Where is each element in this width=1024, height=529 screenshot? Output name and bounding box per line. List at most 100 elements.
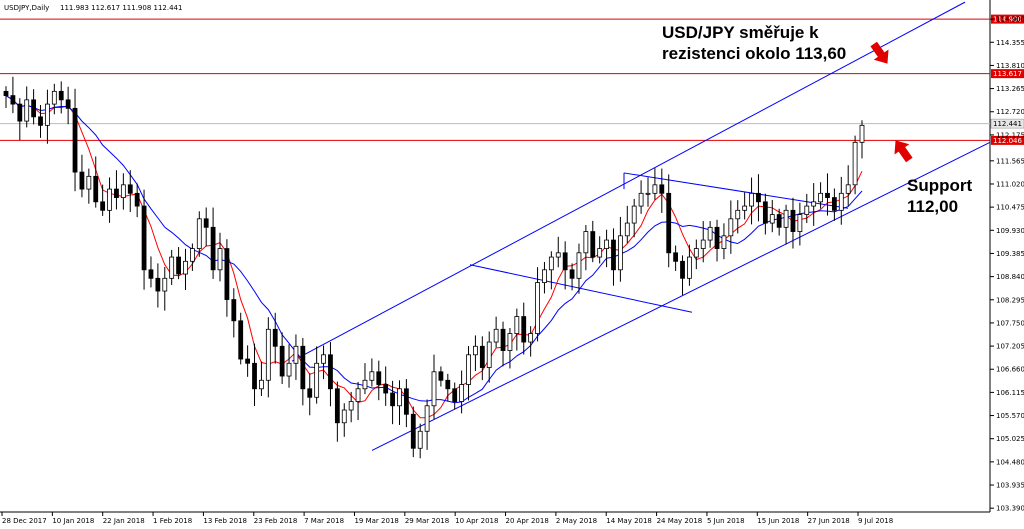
candle-bear (831, 197, 837, 211)
candle-bull (321, 354, 326, 364)
candle-bull (797, 214, 803, 232)
support-arrow-up (894, 140, 913, 163)
candle-bull (466, 354, 471, 385)
candle-bear (403, 388, 409, 415)
x-tick-label: 20 Apr 2018 (506, 517, 549, 525)
y-tick-label: 105.025 (996, 435, 1024, 443)
x-tick-label: 2 May 2018 (556, 517, 597, 525)
candle-bear (31, 99, 37, 118)
current-price-label: 112.441 (993, 120, 1022, 128)
y-tick-label: 110.475 (996, 204, 1024, 212)
channel-line (371, 141, 991, 451)
candle-bull (259, 379, 264, 390)
candle-bull (431, 371, 437, 407)
candle-bear (176, 256, 181, 275)
candle-bull (769, 214, 775, 224)
y-tick-label: 105.570 (996, 412, 1024, 420)
x-tick-label: 27 Jun 2018 (808, 517, 850, 525)
candles-layer (3, 76, 865, 459)
candle-bull (286, 362, 292, 377)
candle-bear (141, 205, 147, 271)
y-tick-label: 113.810 (996, 62, 1024, 70)
candle-bull (507, 333, 513, 351)
candle-bear (334, 388, 340, 424)
candle-bull (348, 401, 354, 411)
candle-bear (300, 345, 306, 390)
candle-bear (307, 388, 313, 398)
x-tick-label: 14 May 2018 (606, 517, 652, 525)
candle-bear (224, 248, 230, 300)
channel-line (469, 264, 693, 313)
candle-bull (859, 124, 865, 143)
candle-bear (590, 231, 596, 258)
y-tick-label: 104.480 (996, 458, 1024, 466)
candle-bull (51, 90, 57, 105)
level-label-box (991, 14, 1024, 24)
level-label: 113.617 (993, 70, 1022, 78)
ohlc-label: 111.983 112.617 111.908 112.441 (60, 4, 182, 12)
candle-bull (86, 175, 92, 190)
x-tick-label: 7 Mar 2018 (304, 517, 344, 525)
y-tick-label: 111.565 (996, 157, 1024, 165)
candle-bear (756, 192, 761, 203)
candle-bull (473, 345, 478, 356)
x-tick-label: 10 Apr 2018 (455, 517, 498, 525)
symbol-label: USDJPY,Daily (4, 4, 49, 12)
x-tick-label: 1 Feb 2018 (153, 517, 192, 525)
candle-bull (631, 205, 637, 224)
x-tick-label: 10 Jan 2018 (52, 517, 94, 525)
candle-bear (410, 413, 416, 449)
candle-bull (804, 205, 810, 215)
level-label: 114.900 (993, 16, 1022, 24)
channel-line (291, 1, 966, 362)
frame-layer (0, 0, 991, 513)
level-label: 112.046 (993, 137, 1022, 145)
candle-bull (811, 201, 817, 207)
candle-bear (714, 226, 720, 249)
candle-bull (645, 192, 651, 195)
candle-bull (183, 260, 188, 275)
candle-bear (659, 184, 665, 194)
arrow-shape (894, 140, 913, 163)
candle-bear (479, 345, 485, 368)
candle-bear (203, 218, 209, 228)
candle-bear (17, 103, 23, 122)
candle-bull (700, 239, 706, 249)
candle-bull (818, 192, 823, 203)
current-price-box (990, 118, 1024, 129)
candle-bull (486, 341, 492, 368)
candle-bear (383, 384, 389, 394)
y-tick-label: 108.840 (996, 273, 1024, 281)
level-label-box (991, 135, 1024, 145)
candle-bull (707, 226, 713, 241)
candle-bear (680, 260, 685, 279)
candle-bull (845, 184, 851, 194)
candle-bull (45, 103, 50, 126)
candle-bear (93, 175, 99, 203)
y-tick-label: 114.355 (996, 39, 1024, 47)
candle-bull (107, 188, 112, 211)
candle-bull (424, 405, 430, 432)
y-tick-label: 108.295 (996, 296, 1024, 304)
candle-bull (535, 282, 540, 334)
x-tick-label: 24 May 2018 (657, 517, 703, 525)
candle-bear (210, 226, 216, 271)
candle-bear (673, 252, 679, 262)
candle-bull (24, 99, 30, 122)
candle-bear (252, 362, 257, 390)
candle-bear (272, 328, 278, 347)
support-annotation-line2: 112,00 (907, 197, 958, 216)
candle-bull (362, 379, 368, 390)
candle-bull (583, 231, 589, 254)
candle-bull (604, 239, 609, 249)
resistance-arrow-down (870, 41, 889, 64)
y-tick-label: 106.660 (996, 366, 1024, 374)
candle-bull (721, 235, 727, 249)
candle-bear (3, 90, 9, 97)
arrow-shape (870, 41, 889, 64)
candle-bull (397, 388, 402, 407)
y-tick-label: 112.175 (996, 131, 1024, 139)
candle-bull (617, 235, 623, 271)
x-tick-label: 22 Jan 2018 (103, 517, 145, 525)
candle-bear (79, 171, 85, 190)
